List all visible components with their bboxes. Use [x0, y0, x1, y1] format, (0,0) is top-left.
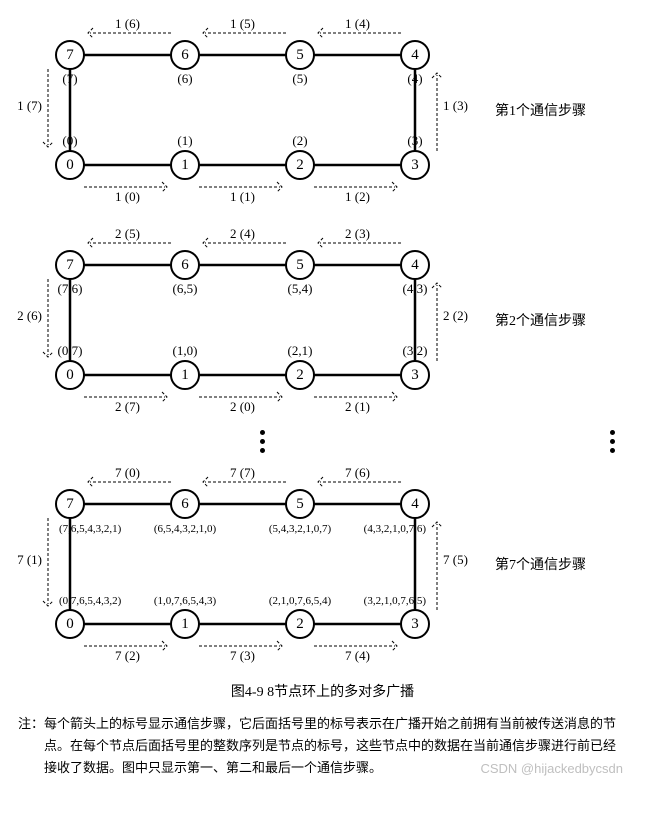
watermark: CSDN @hijackedbycsdn	[10, 761, 635, 776]
svg-text:1: 1	[181, 157, 189, 173]
svg-text:6: 6	[181, 47, 189, 63]
svg-text:(4): (4)	[407, 71, 422, 86]
svg-text:7 (0): 7 (0)	[115, 465, 140, 480]
svg-text:(7): (7)	[62, 71, 77, 86]
svg-text:2 (1): 2 (1)	[345, 399, 370, 414]
ellipsis-dots	[10, 430, 635, 453]
svg-text:1 (2): 1 (2)	[345, 189, 370, 204]
svg-text:2 (5): 2 (5)	[115, 226, 140, 241]
step-label: 第2个通信步骤	[495, 310, 586, 330]
svg-text:1: 1	[181, 616, 189, 632]
svg-text:(6): (6)	[177, 71, 192, 86]
svg-text:(7,6,5,4,3,2,1): (7,6,5,4,3,2,1)	[59, 523, 122, 535]
svg-text:0: 0	[66, 367, 74, 383]
svg-text:2: 2	[296, 157, 304, 173]
svg-text:7 (6): 7 (6)	[345, 465, 370, 480]
svg-text:7 (2): 7 (2)	[115, 648, 140, 663]
svg-text:(4,3,2,1,0,7,6): (4,3,2,1,0,7,6)	[364, 523, 427, 535]
svg-text:5: 5	[296, 496, 304, 512]
svg-text:(4,3): (4,3)	[403, 281, 428, 296]
svg-text:(5): (5)	[292, 71, 307, 86]
svg-text:(1): (1)	[177, 133, 192, 148]
svg-text:(7,6): (7,6)	[58, 281, 83, 296]
svg-text:(5,4): (5,4)	[288, 281, 313, 296]
svg-text:7: 7	[66, 257, 74, 273]
svg-text:1: 1	[181, 367, 189, 383]
svg-text:(3): (3)	[407, 133, 422, 148]
svg-text:(2): (2)	[292, 133, 307, 148]
svg-text:3: 3	[411, 157, 419, 173]
svg-text:7: 7	[66, 47, 74, 63]
step-figure: 7 (0) 7 (7) 7 (6) 7 (2) 7 (3) 7 (4) 7 (1) 7 (5)…	[10, 459, 635, 669]
ring-diagram: 7 (0) 7 (7) 7 (6) 7 (2) 7 (3) 7 (4) 7 (1) 7 (5)…	[10, 459, 480, 669]
svg-text:1 (0): 1 (0)	[115, 189, 140, 204]
svg-text:7 (7): 7 (7)	[230, 465, 255, 480]
step-figure: 1 (6) 1 (5) 1 (4) 1 (0) 1 (1) 1 (2) 1 (7) 1 (3)…	[10, 10, 635, 210]
svg-text:7: 7	[66, 496, 74, 512]
svg-text:(3,2,1,0,7,6,5): (3,2,1,0,7,6,5)	[364, 595, 427, 607]
svg-text:1 (6): 1 (6)	[115, 16, 140, 31]
ring-diagram: 1 (6) 1 (5) 1 (4) 1 (0) 1 (1) 1 (2) 1 (7) 1 (3)…	[10, 10, 480, 210]
svg-text:(0,7): (0,7)	[58, 343, 83, 358]
note-prefix: 注：	[18, 716, 44, 731]
svg-text:2 (3): 2 (3)	[345, 226, 370, 241]
svg-text:1 (4): 1 (4)	[345, 16, 370, 31]
svg-text:(0,7,6,5,4,3,2): (0,7,6,5,4,3,2)	[59, 595, 122, 607]
step-label: 第1个通信步骤	[495, 100, 586, 120]
svg-text:(1,0): (1,0)	[173, 343, 198, 358]
svg-text:0: 0	[66, 157, 74, 173]
svg-text:2 (4): 2 (4)	[230, 226, 255, 241]
svg-text:4: 4	[411, 47, 419, 63]
svg-text:1 (1): 1 (1)	[230, 189, 255, 204]
svg-text:5: 5	[296, 47, 304, 63]
svg-text:(5,4,3,2,1,0,7): (5,4,3,2,1,0,7)	[269, 523, 332, 535]
svg-text:1 (5): 1 (5)	[230, 16, 255, 31]
svg-text:7 (1): 7 (1)	[17, 552, 42, 567]
svg-text:5: 5	[296, 257, 304, 273]
svg-text:2 (2): 2 (2)	[443, 308, 468, 323]
figure-caption: 图4-9 8节点环上的多对多广播	[10, 681, 635, 701]
step-label: 第7个通信步骤	[495, 554, 586, 574]
ring-diagram: 2 (5) 2 (4) 2 (3) 2 (7) 2 (0) 2 (1) 2 (6) 2 (2)…	[10, 220, 480, 420]
svg-text:(3,2): (3,2)	[403, 343, 428, 358]
svg-text:6: 6	[181, 257, 189, 273]
svg-text:(6,5,4,3,2,1,0): (6,5,4,3,2,1,0)	[154, 523, 217, 535]
svg-text:2: 2	[296, 367, 304, 383]
svg-text:4: 4	[411, 257, 419, 273]
svg-text:7 (5): 7 (5)	[443, 552, 468, 567]
svg-text:0: 0	[66, 616, 74, 632]
svg-text:2 (6): 2 (6)	[17, 308, 42, 323]
svg-text:2: 2	[296, 616, 304, 632]
svg-text:1 (7): 1 (7)	[17, 98, 42, 113]
svg-text:(2,1,0,7,6,5,4): (2,1,0,7,6,5,4)	[269, 595, 332, 607]
svg-text:(6,5): (6,5)	[173, 281, 198, 296]
svg-text:4: 4	[411, 496, 419, 512]
svg-text:2 (0): 2 (0)	[230, 399, 255, 414]
svg-text:2 (7): 2 (7)	[115, 399, 140, 414]
svg-text:7 (4): 7 (4)	[345, 648, 370, 663]
svg-text:1 (3): 1 (3)	[443, 98, 468, 113]
svg-text:(0): (0)	[62, 133, 77, 148]
svg-text:(1,0,7,6,5,4,3): (1,0,7,6,5,4,3)	[154, 595, 217, 607]
svg-text:3: 3	[411, 616, 419, 632]
svg-text:6: 6	[181, 496, 189, 512]
svg-text:(2,1): (2,1)	[288, 343, 313, 358]
step-figure: 2 (5) 2 (4) 2 (3) 2 (7) 2 (0) 2 (1) 2 (6) 2 (2)…	[10, 220, 635, 420]
svg-text:7 (3): 7 (3)	[230, 648, 255, 663]
svg-text:3: 3	[411, 367, 419, 383]
